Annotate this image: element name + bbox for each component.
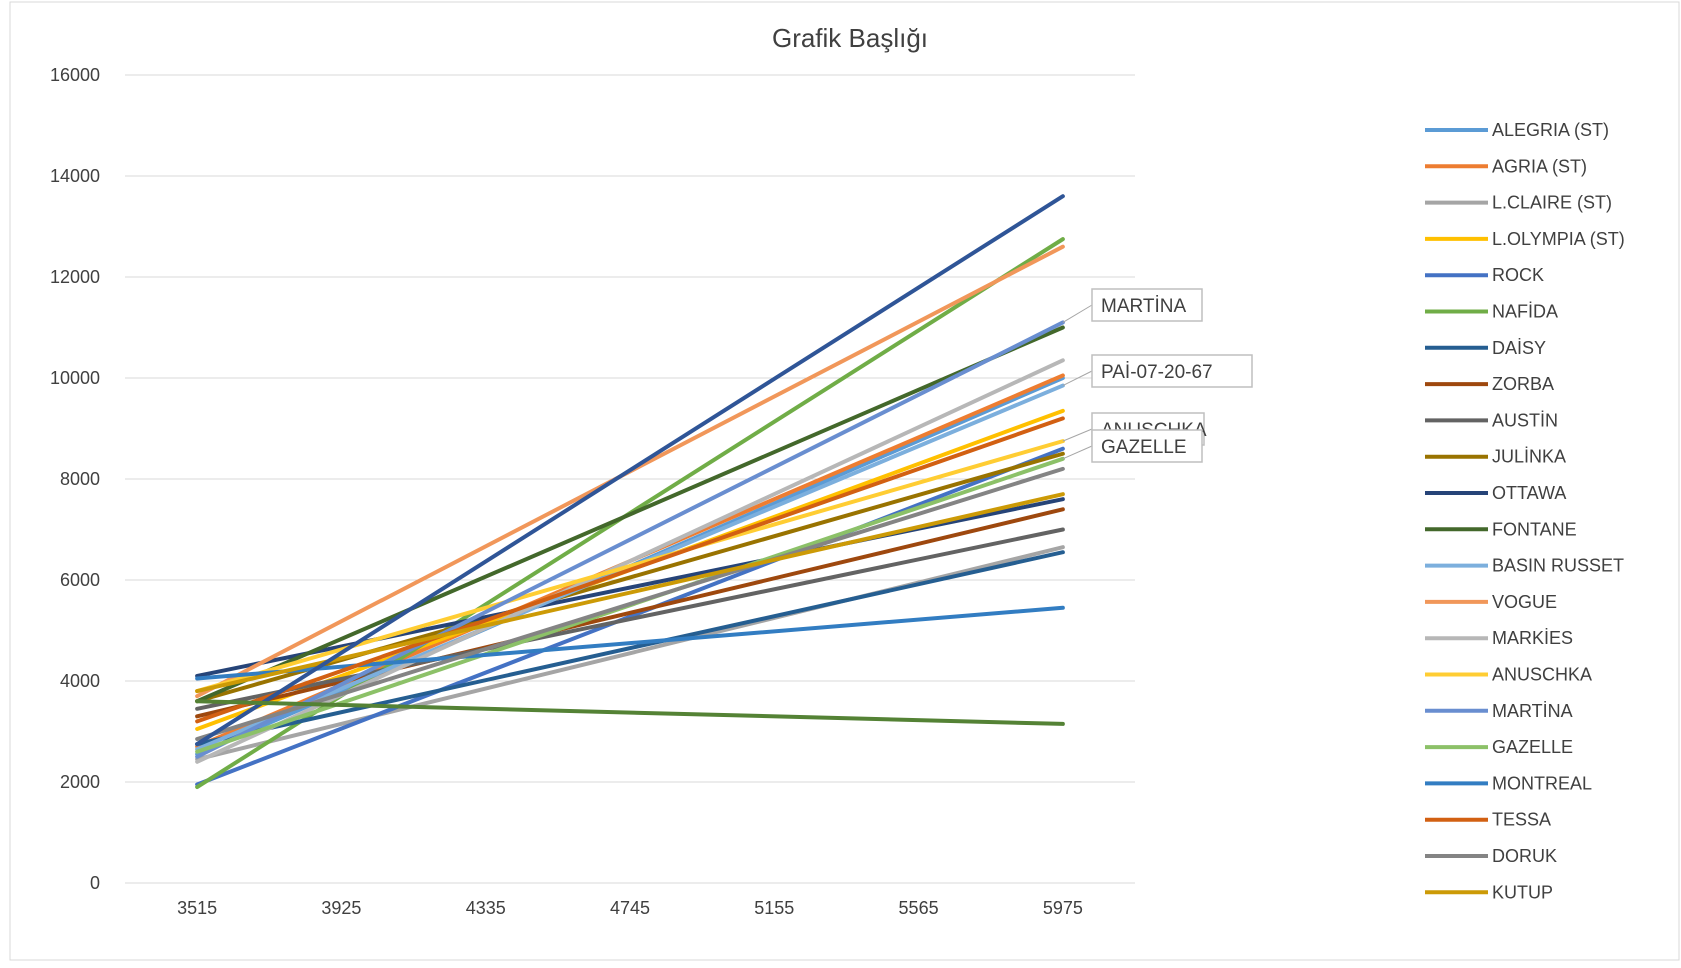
legend-entry: MONTREAL (1425, 773, 1592, 793)
legend-entry: DORUK (1425, 846, 1557, 866)
legend-entry: AGRIA (ST) (1425, 156, 1587, 176)
legend-entry: MARTİNA (1425, 701, 1573, 721)
legend-label: MARTİNA (1492, 701, 1573, 721)
legend-label: BASIN RUSSET (1492, 556, 1624, 576)
legend-label: MARKİES (1492, 628, 1573, 648)
y-tick-label: 16000 (50, 65, 100, 85)
series-line-unnamed-22 (195, 194, 1065, 747)
legend-label: KUTUP (1492, 882, 1553, 902)
legend-entry: KUTUP (1425, 882, 1553, 902)
y-tick-label: 2000 (60, 772, 100, 792)
series-line-rock (195, 446, 1065, 787)
legend-entry: L.OLYMPIA (ST) (1425, 229, 1625, 249)
callout-box (1091, 288, 1203, 322)
series-line-tessa (195, 416, 1065, 724)
legend-label: AUSTİN (1492, 410, 1558, 430)
series-line-austi-n (195, 527, 1065, 711)
x-tick-label: 5565 (899, 898, 939, 918)
legend-entry: GAZELLE (1425, 737, 1573, 757)
legend-entry: BASIN RUSSET (1425, 556, 1624, 576)
y-tick-label: 4000 (60, 671, 100, 691)
legend-label: GAZELLE (1492, 737, 1573, 757)
legend-entry: FONTANE (1425, 519, 1577, 539)
legend-label: ALEGRIA (ST) (1492, 120, 1609, 140)
x-tick-label: 5155 (754, 898, 794, 918)
legend-label: L.CLAIRE (ST) (1492, 193, 1612, 213)
x-tick-label: 3515 (177, 898, 217, 918)
legend-label: L.OLYMPIA (ST) (1492, 229, 1625, 249)
legend-entry: JULİNKA (1425, 447, 1566, 467)
legend-entry: MARKİES (1425, 628, 1573, 648)
series-lines (195, 194, 1065, 790)
series-line-montreal (195, 605, 1065, 681)
x-tick-label: 4335 (466, 898, 506, 918)
series-line-fontane (195, 325, 1065, 704)
legend-label: OTTAWA (1492, 483, 1566, 503)
callout-leader (1062, 428, 1093, 442)
legend-label: ROCK (1492, 265, 1544, 285)
y-tick-label: 8000 (60, 469, 100, 489)
y-tick-label: 14000 (50, 166, 100, 186)
legend: ALEGRIA (ST) AGRIA (ST) L.CLAIRE (ST) L.OLY… (1425, 120, 1625, 902)
legend-label: TESSA (1492, 810, 1551, 830)
legend-label: ZORBA (1492, 374, 1554, 394)
x-tick-label: 3925 (321, 898, 361, 918)
legend-entry: ALEGRIA (ST) (1425, 120, 1609, 140)
legend-entry: L.CLAIRE (ST) (1425, 193, 1612, 213)
callout-leader (1062, 445, 1093, 460)
legend-label: NAFİDA (1492, 302, 1558, 322)
series-line-anuschka (195, 439, 1065, 694)
chart-title: Grafik Başlığı (772, 23, 928, 53)
legend-entry: OTTAWA (1425, 483, 1566, 503)
callout-label: MARTİNA (1101, 296, 1186, 317)
x-tick-label: 5975 (1043, 898, 1083, 918)
legend-label: JULİNKA (1492, 447, 1566, 467)
legend-entry: AUSTİN (1425, 410, 1558, 430)
callout-label: GAZELLE (1101, 437, 1187, 458)
legend-entry: TESSA (1425, 810, 1551, 830)
legend-entry: ROCK (1425, 265, 1544, 285)
legend-label: AGRIA (ST) (1492, 156, 1587, 176)
series-line-zorba (195, 507, 1065, 719)
callout-box (1091, 354, 1253, 388)
legend-entry: ZORBA (1425, 374, 1554, 394)
legend-label: DORUK (1492, 846, 1557, 866)
callout-leader (1062, 304, 1093, 323)
y-tick-label: 10000 (50, 368, 100, 388)
x-tick-label: 4745 (610, 898, 650, 918)
legend-label: VOGUE (1492, 592, 1557, 612)
y-tick-label: 6000 (60, 570, 100, 590)
series-line-marti-na (195, 320, 1065, 759)
legend-entry: DAİSY (1425, 338, 1546, 358)
series-line-kutup (195, 492, 1065, 694)
legend-label: DAİSY (1492, 338, 1546, 358)
y-tick-label: 12000 (50, 267, 100, 287)
callout-label: PAİ-07-20-67 (1101, 362, 1213, 383)
y-axis-ticks: 0 2000 4000 6000 8000 10000 12000 14000 16000 (50, 65, 100, 893)
callout-leader (1062, 370, 1093, 387)
legend-entry: ANUSCHKA (1425, 665, 1592, 685)
series-line-doruk (195, 466, 1065, 742)
y-tick-label: 0 (90, 873, 100, 893)
series-line-unnamed-23 (195, 699, 1065, 726)
legend-label: MONTREAL (1492, 773, 1592, 793)
callout-box (1091, 429, 1203, 463)
legend-entry: NAFİDA (1425, 302, 1558, 322)
legend-entry: VOGUE (1425, 592, 1557, 612)
x-axis-ticks: 3515 3925 4335 4745 5155 5565 5975 (177, 898, 1083, 918)
legend-label: FONTANE (1492, 519, 1577, 539)
legend-label: ANUSCHKA (1492, 665, 1592, 685)
series-line-dai-sy (195, 550, 1065, 747)
chart-border (9, 1, 1680, 961)
